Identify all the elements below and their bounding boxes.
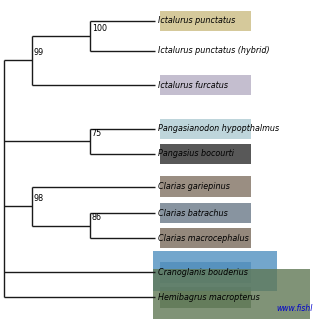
Text: 86: 86 (92, 213, 102, 222)
Text: Ictalurus punctatus (hybrid): Ictalurus punctatus (hybrid) (158, 46, 269, 55)
Text: www.fishl: www.fishl (276, 304, 313, 313)
Text: Pangasius bocourti: Pangasius bocourti (158, 149, 234, 158)
Text: Hemibagrus macropterus: Hemibagrus macropterus (158, 293, 260, 302)
Text: Clarias macrocephalus: Clarias macrocephalus (158, 234, 248, 243)
FancyBboxPatch shape (160, 119, 251, 139)
Text: Ictalurus punctatus: Ictalurus punctatus (158, 17, 235, 26)
Text: Pangasianodon hypopthalmus: Pangasianodon hypopthalmus (158, 124, 279, 133)
Text: Ictalurus furcatus: Ictalurus furcatus (158, 81, 228, 90)
Text: Cranoglanis bouderius: Cranoglanis bouderius (158, 268, 248, 277)
Text: 98: 98 (33, 194, 43, 203)
FancyBboxPatch shape (160, 11, 251, 31)
FancyBboxPatch shape (160, 262, 251, 283)
Text: Clarias gariepinus: Clarias gariepinus (158, 182, 229, 191)
FancyBboxPatch shape (154, 269, 309, 319)
Text: 75: 75 (92, 129, 102, 138)
Text: 100: 100 (92, 24, 107, 33)
FancyBboxPatch shape (160, 228, 251, 248)
FancyBboxPatch shape (160, 287, 251, 308)
FancyBboxPatch shape (160, 176, 251, 197)
FancyBboxPatch shape (160, 144, 251, 164)
FancyBboxPatch shape (160, 75, 251, 95)
Text: Clarias batrachus: Clarias batrachus (158, 209, 228, 218)
FancyBboxPatch shape (154, 251, 277, 291)
Text: 99: 99 (33, 48, 44, 57)
FancyBboxPatch shape (160, 203, 251, 223)
